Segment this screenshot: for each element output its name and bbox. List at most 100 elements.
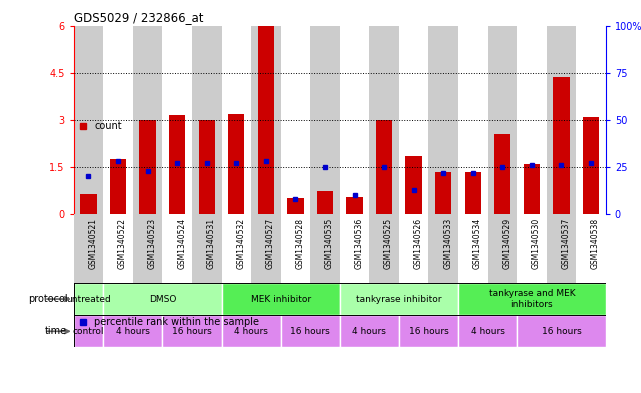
Text: GSM1340526: GSM1340526 — [413, 218, 422, 269]
Bar — [169, 115, 185, 214]
Bar — [310, 26, 340, 214]
Bar — [222, 315, 281, 347]
Bar — [399, 26, 428, 214]
Text: GSM1340536: GSM1340536 — [354, 218, 363, 269]
Bar — [428, 214, 458, 283]
Bar — [494, 134, 510, 214]
Bar — [287, 198, 304, 214]
Bar — [74, 26, 103, 214]
Bar — [317, 191, 333, 214]
Bar — [110, 159, 126, 214]
Text: 4 hours: 4 hours — [470, 327, 504, 336]
Bar — [399, 315, 458, 347]
Bar — [162, 315, 222, 347]
Text: GSM1340532: GSM1340532 — [237, 218, 246, 269]
Bar — [74, 283, 103, 315]
Bar — [103, 214, 133, 283]
Bar — [281, 315, 340, 347]
Text: GSM1340537: GSM1340537 — [562, 218, 570, 269]
Bar — [458, 283, 606, 315]
Text: GDS5029 / 232866_at: GDS5029 / 232866_at — [74, 11, 203, 24]
Text: MEK inhibitor: MEK inhibitor — [251, 295, 311, 303]
Bar — [222, 283, 340, 315]
Bar — [228, 114, 244, 214]
Bar — [258, 26, 274, 214]
Text: GSM1340538: GSM1340538 — [591, 218, 600, 269]
Bar — [192, 26, 222, 214]
Text: GSM1340534: GSM1340534 — [472, 218, 482, 269]
Bar — [133, 214, 162, 283]
Bar — [488, 214, 517, 283]
Bar — [162, 214, 192, 283]
Bar — [251, 214, 281, 283]
Bar — [517, 315, 606, 347]
Text: GSM1340522: GSM1340522 — [118, 218, 127, 269]
Bar — [369, 26, 399, 214]
Text: control: control — [72, 327, 104, 336]
Bar — [133, 26, 162, 214]
Bar — [340, 214, 369, 283]
Bar — [435, 172, 451, 214]
Bar — [251, 26, 281, 214]
Bar — [281, 26, 310, 214]
Bar — [74, 214, 103, 283]
Text: 16 hours: 16 hours — [542, 327, 581, 336]
Bar — [310, 214, 340, 283]
Bar — [428, 26, 458, 214]
Text: GSM1340528: GSM1340528 — [296, 218, 304, 269]
Bar — [369, 214, 399, 283]
Bar — [199, 120, 215, 214]
Text: GSM1340527: GSM1340527 — [266, 218, 275, 269]
Text: GSM1340533: GSM1340533 — [443, 218, 452, 269]
Bar — [162, 26, 192, 214]
Bar — [346, 197, 363, 214]
Text: GSM1340524: GSM1340524 — [177, 218, 186, 269]
Bar — [553, 77, 570, 214]
Text: count: count — [94, 121, 122, 131]
Text: GSM1340530: GSM1340530 — [532, 218, 541, 269]
Bar — [517, 26, 547, 214]
Text: protocol: protocol — [28, 294, 67, 304]
Bar — [406, 156, 422, 214]
Bar — [340, 26, 369, 214]
Bar — [192, 214, 222, 283]
Text: percentile rank within the sample: percentile rank within the sample — [94, 317, 259, 327]
Bar — [458, 26, 488, 214]
Text: GSM1340523: GSM1340523 — [147, 218, 156, 269]
Text: 4 hours: 4 hours — [234, 327, 268, 336]
Bar — [458, 315, 517, 347]
Bar — [103, 26, 133, 214]
Text: GSM1340525: GSM1340525 — [384, 218, 393, 269]
Text: DMSO: DMSO — [149, 295, 176, 303]
Text: tankyrase and MEK
inhibitors: tankyrase and MEK inhibitors — [488, 289, 575, 309]
Bar — [399, 214, 428, 283]
Bar — [103, 315, 162, 347]
Bar — [340, 315, 399, 347]
Bar — [281, 214, 310, 283]
Text: GSM1340531: GSM1340531 — [206, 218, 216, 269]
Text: 16 hours: 16 hours — [408, 327, 448, 336]
Bar — [340, 283, 458, 315]
Bar — [376, 120, 392, 214]
Bar — [547, 214, 576, 283]
Text: 4 hours: 4 hours — [353, 327, 387, 336]
Text: tankyrase inhibitor: tankyrase inhibitor — [356, 295, 442, 303]
Text: 16 hours: 16 hours — [172, 327, 212, 336]
Text: 4 hours: 4 hours — [116, 327, 150, 336]
Bar — [583, 117, 599, 214]
Bar — [458, 214, 488, 283]
Bar — [576, 214, 606, 283]
Bar — [517, 214, 547, 283]
Text: untreated: untreated — [66, 295, 111, 303]
Bar — [576, 26, 606, 214]
Text: GSM1340521: GSM1340521 — [88, 218, 97, 269]
Text: GSM1340535: GSM1340535 — [325, 218, 334, 269]
Bar — [488, 26, 517, 214]
Bar — [74, 315, 103, 347]
Bar — [524, 164, 540, 214]
Bar — [80, 194, 97, 214]
Text: time: time — [45, 326, 67, 336]
Bar — [547, 26, 576, 214]
Bar — [222, 26, 251, 214]
Bar — [140, 120, 156, 214]
